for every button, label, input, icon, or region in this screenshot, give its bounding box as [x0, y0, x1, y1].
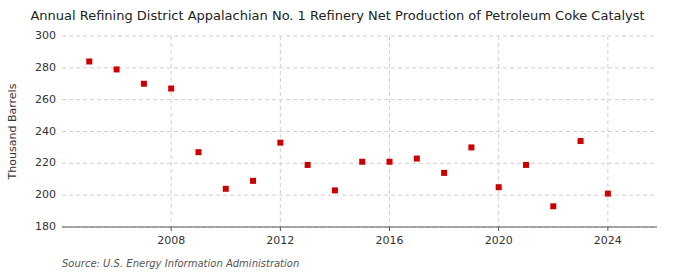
point [387, 159, 393, 165]
y-tick-label: 200 [35, 188, 56, 201]
point [523, 162, 529, 168]
point [332, 187, 338, 193]
x-tick [280, 227, 281, 231]
y-axis-label: Thousand Barrels [6, 83, 19, 180]
point [359, 159, 365, 165]
point [605, 191, 611, 197]
title: Annual Refining District Appalachian No.… [30, 8, 644, 23]
y-tick-label: 240 [35, 125, 56, 138]
x-tick-label: 2012 [266, 234, 294, 247]
chart: 180 200 220 240 260 280 300 2008 2012 2016 2020 202… [0, 0, 675, 275]
x-grid-line [280, 36, 281, 227]
y-grid-line [62, 99, 657, 100]
y-grid-line [62, 195, 657, 196]
y-grid-line [62, 36, 657, 37]
point [223, 186, 229, 192]
point [578, 138, 584, 144]
point [114, 66, 120, 72]
y-tick-label: 300 [35, 29, 56, 42]
x-grid-line [171, 36, 172, 227]
x-tick [171, 227, 172, 231]
x-axis-line [62, 227, 657, 228]
x-tick-label: 2020 [485, 234, 513, 247]
x-tick [389, 227, 390, 231]
point [141, 81, 147, 87]
point [468, 144, 474, 150]
source-note: Source: U.S. Energy Information Administ… [62, 258, 299, 269]
x-grid-line [389, 36, 390, 227]
point [250, 178, 256, 184]
point [496, 184, 502, 190]
x-tick-label: 2024 [594, 234, 622, 247]
y-tick-label: 260 [35, 93, 56, 106]
x-tick-label: 2008 [157, 234, 185, 247]
point [277, 140, 283, 146]
x-tick-label: 2016 [376, 234, 404, 247]
y-tick-label: 280 [35, 61, 56, 74]
x-grid-line [498, 36, 499, 227]
point [414, 156, 420, 162]
point [550, 203, 556, 209]
point [195, 149, 201, 155]
y-grid-line [62, 131, 657, 132]
x-tick [498, 227, 499, 231]
points [86, 58, 611, 209]
x-grid-line [607, 36, 608, 227]
y-tick-label: 220 [35, 156, 56, 169]
x-tick [607, 227, 608, 231]
y-tick-label: 180 [35, 220, 56, 233]
y-grid-line [62, 67, 657, 68]
point [168, 86, 174, 92]
grid [62, 36, 657, 227]
y-grid-line [62, 227, 657, 228]
point [441, 170, 447, 176]
point [305, 162, 311, 168]
point [86, 58, 92, 64]
